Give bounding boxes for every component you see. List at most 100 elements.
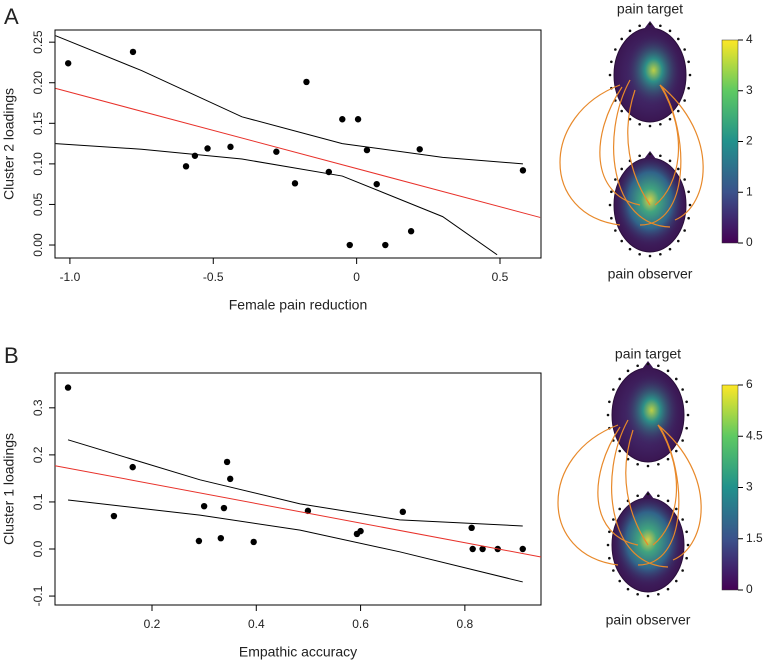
electrode xyxy=(659,24,662,28)
electrode xyxy=(659,154,662,158)
fit-line xyxy=(55,87,541,218)
electrode xyxy=(683,229,686,232)
colorbar-tick-label: 6 xyxy=(746,377,753,391)
x-tick-label: -1.0 xyxy=(60,270,81,284)
colorbar-tick-label: 4 xyxy=(746,32,753,46)
head-label: pain observer xyxy=(606,612,691,628)
electrode xyxy=(612,569,615,572)
electrode xyxy=(648,254,652,258)
colorbar-tick-label: 1 xyxy=(746,184,753,198)
head-label: pain target xyxy=(615,346,681,362)
point xyxy=(303,78,310,86)
connection xyxy=(557,424,619,566)
point xyxy=(407,228,415,235)
connection xyxy=(659,84,704,221)
y-axis-title: Cluster 1 loadings xyxy=(1,433,17,545)
electrode xyxy=(608,530,611,534)
y-tick-label: 0.05 xyxy=(31,192,45,216)
electrode xyxy=(648,22,652,26)
colorbar-tick-label: 0 xyxy=(746,235,753,249)
point xyxy=(217,534,225,542)
electrode xyxy=(608,556,611,560)
panel-label: A xyxy=(4,4,19,29)
point xyxy=(204,145,211,152)
electrode xyxy=(606,413,610,417)
x-tick-label: 0.5 xyxy=(492,270,509,284)
colorbar xyxy=(721,39,739,244)
electrode xyxy=(612,388,615,391)
electrode xyxy=(620,109,624,113)
point xyxy=(64,60,72,67)
electrode xyxy=(688,73,692,77)
electrode xyxy=(646,594,650,598)
electrode xyxy=(614,229,617,232)
electrode xyxy=(657,494,660,498)
electrode xyxy=(638,24,641,28)
plot-frame xyxy=(54,372,542,606)
electrode xyxy=(610,60,613,64)
electrode xyxy=(657,364,660,368)
electrode xyxy=(668,247,672,251)
electrode xyxy=(666,587,670,591)
point xyxy=(182,163,190,170)
y-axis-title: Cluster 2 loadings xyxy=(1,88,17,200)
electrode xyxy=(666,457,670,461)
point xyxy=(110,512,118,520)
y-tick-label: 0.3 xyxy=(31,399,45,416)
electrode xyxy=(626,369,630,373)
electrode xyxy=(666,499,670,503)
y-tick-label: 0.20 xyxy=(31,71,45,95)
electrode xyxy=(666,369,670,373)
electrode xyxy=(687,190,690,194)
electrode xyxy=(646,362,650,366)
electrode xyxy=(628,247,632,251)
fit-line xyxy=(55,35,523,165)
colorbar-tick-label: 2 xyxy=(746,134,753,148)
electrode xyxy=(610,216,613,220)
electrode xyxy=(681,388,684,391)
y-tick-label: 0.00 xyxy=(31,233,45,257)
point xyxy=(416,146,423,153)
electrode xyxy=(606,543,610,547)
colorbar-tick-label: 0 xyxy=(746,582,753,596)
point xyxy=(373,180,380,188)
connection xyxy=(654,84,680,206)
connection xyxy=(599,86,641,206)
electrode xyxy=(674,449,678,453)
x-tick-label: 0.2 xyxy=(144,617,161,631)
electrode xyxy=(648,152,652,156)
y-tick-label: 0.10 xyxy=(31,152,45,176)
point xyxy=(129,48,137,56)
electrode xyxy=(688,203,692,207)
point xyxy=(346,241,353,249)
electrode xyxy=(685,530,688,534)
point xyxy=(195,537,203,545)
electrode xyxy=(687,60,690,64)
electrode xyxy=(618,449,622,453)
point xyxy=(200,502,208,510)
point xyxy=(223,458,231,466)
x-axis-title: Empathic accuracy xyxy=(239,644,357,660)
point xyxy=(227,475,234,483)
x-tick-label: -0.5 xyxy=(203,270,224,284)
electrode xyxy=(659,122,662,126)
x-tick-label: 0 xyxy=(353,270,360,284)
electrode xyxy=(676,167,680,171)
y-tick-label: 0.0 xyxy=(31,540,45,557)
colorbar xyxy=(721,384,739,591)
plot-frame xyxy=(54,29,542,259)
electrode xyxy=(620,167,624,171)
electrode xyxy=(620,37,624,41)
point xyxy=(468,524,475,532)
fit-line xyxy=(67,499,523,583)
connection xyxy=(613,79,671,228)
electrode xyxy=(608,73,612,77)
y-tick-label: 0.2 xyxy=(31,446,45,463)
point xyxy=(250,538,257,546)
fit-line xyxy=(67,439,523,527)
point xyxy=(357,527,364,535)
electrode xyxy=(676,239,680,243)
electrode xyxy=(674,507,678,511)
electrode xyxy=(681,518,684,521)
